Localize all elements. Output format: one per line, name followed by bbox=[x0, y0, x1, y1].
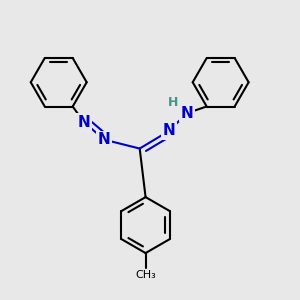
Text: N: N bbox=[180, 106, 193, 121]
Text: N: N bbox=[98, 132, 111, 147]
Text: N: N bbox=[163, 123, 175, 138]
Text: N: N bbox=[77, 115, 90, 130]
Text: H: H bbox=[167, 95, 178, 109]
Text: CH₃: CH₃ bbox=[135, 270, 156, 280]
